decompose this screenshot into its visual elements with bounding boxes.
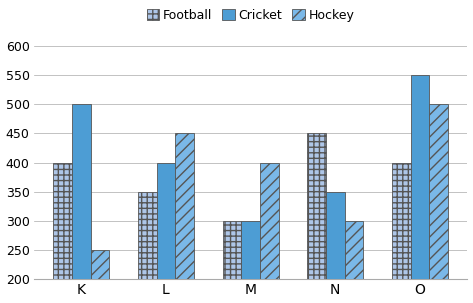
Bar [223, 221, 241, 303]
Bar [175, 133, 194, 303]
Bar [241, 221, 260, 303]
Bar [138, 192, 157, 303]
Bar [307, 133, 326, 303]
Bar [392, 163, 411, 303]
Bar [411, 75, 429, 303]
Legend: Football, Cricket, Hockey: Football, Cricket, Hockey [142, 4, 359, 27]
Bar [260, 163, 279, 303]
Bar [326, 192, 344, 303]
Bar [72, 104, 91, 303]
Bar [91, 250, 109, 303]
Bar [157, 163, 175, 303]
Bar [344, 221, 363, 303]
Bar [429, 104, 448, 303]
Bar [53, 163, 72, 303]
